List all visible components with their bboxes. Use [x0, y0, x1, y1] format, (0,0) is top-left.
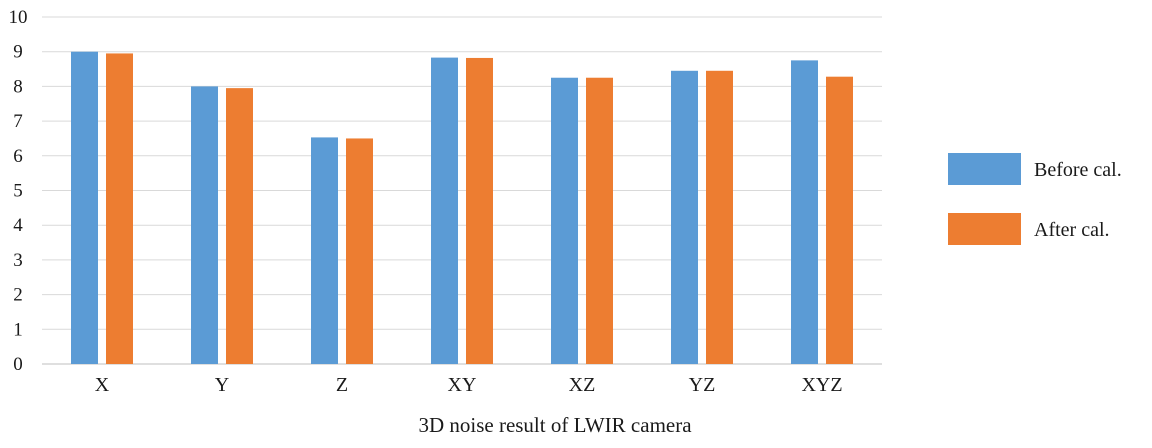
- x-tick-label: X: [95, 374, 110, 396]
- y-axis-tick-labels: 0 1 2 3 4 5 6 7 8 9 10: [9, 7, 28, 375]
- x-axis-title: 3D noise result of LWIR camera: [418, 413, 692, 437]
- x-tick-label: XY: [448, 374, 477, 396]
- legend: Before cal. After cal.: [948, 153, 1122, 245]
- bar-after-x: [106, 53, 133, 365]
- y-tick-label: 6: [13, 146, 23, 167]
- bar-after-xyz: [826, 76, 853, 365]
- bars: [71, 51, 853, 365]
- x-tick-label: XYZ: [801, 374, 842, 396]
- bar-before-z: [311, 137, 338, 364]
- bar-after-xy: [466, 57, 493, 365]
- bar-after-yz: [706, 70, 733, 364]
- legend-swatch: [948, 213, 1021, 245]
- bar-before-xz: [551, 77, 578, 364]
- bar-after-xz: [586, 77, 613, 364]
- y-tick-label: 8: [13, 76, 23, 97]
- x-tick-label: Z: [336, 374, 348, 396]
- bar-before-xy: [431, 57, 458, 364]
- y-tick-label: 0: [13, 354, 23, 375]
- bar-before-x: [71, 51, 98, 364]
- y-tick-label: 7: [13, 111, 23, 132]
- bar-before-y: [191, 86, 218, 365]
- legend-swatch: [948, 153, 1021, 185]
- y-tick-label: 4: [13, 215, 23, 236]
- legend-label: After cal.: [1034, 219, 1110, 241]
- x-tick-label: Y: [215, 374, 229, 396]
- bar-before-xyz: [791, 60, 818, 364]
- y-tick-label: 1: [13, 319, 23, 340]
- legend-label: Before cal.: [1034, 159, 1122, 181]
- gridlines: [42, 16, 882, 365]
- x-tick-label: YZ: [689, 374, 716, 396]
- y-tick-label: 3: [13, 250, 23, 271]
- y-tick-label: 2: [13, 285, 23, 306]
- x-tick-label: XZ: [569, 374, 596, 396]
- bar-after-y: [226, 88, 253, 364]
- bar-before-yz: [671, 70, 698, 364]
- x-axis-category-labels: X Y Z XY XZ YZ XYZ: [95, 374, 843, 396]
- bar-after-z: [346, 138, 373, 364]
- y-tick-label: 9: [13, 42, 23, 63]
- y-tick-label: 5: [13, 181, 23, 202]
- y-tick-label: 10: [9, 7, 28, 28]
